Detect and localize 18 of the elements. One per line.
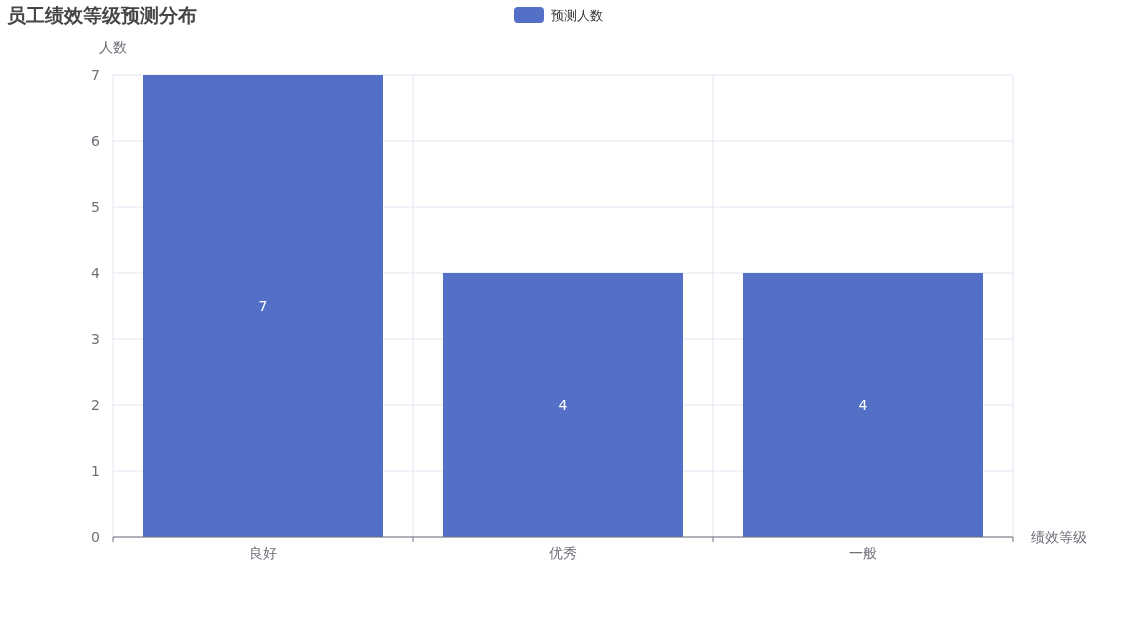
y-tick-label: 7 [91, 67, 100, 83]
x-tick-label: 优秀 [549, 545, 577, 561]
data-label: 4 [858, 397, 868, 413]
x-axis-title: 绩效等级 [1031, 529, 1087, 545]
y-tick-label: 5 [91, 199, 100, 215]
legend-label: 预测人数 [551, 8, 603, 23]
y-tick-label: 4 [91, 265, 101, 281]
data-label: 4 [558, 397, 568, 413]
y-tick-label: 2 [91, 397, 100, 413]
x-tick-label: 一般 [849, 545, 877, 561]
y-tick-label: 0 [91, 529, 100, 545]
y-tick-label: 6 [91, 133, 101, 149]
y-axis-title: 人数 [99, 39, 127, 55]
data-label: 7 [258, 298, 268, 314]
y-tick-label: 1 [91, 463, 100, 479]
x-tick-label: 良好 [249, 545, 277, 561]
chart-title: 员工绩效等级预测分布 [7, 4, 197, 26]
y-tick-label: 3 [91, 331, 100, 347]
